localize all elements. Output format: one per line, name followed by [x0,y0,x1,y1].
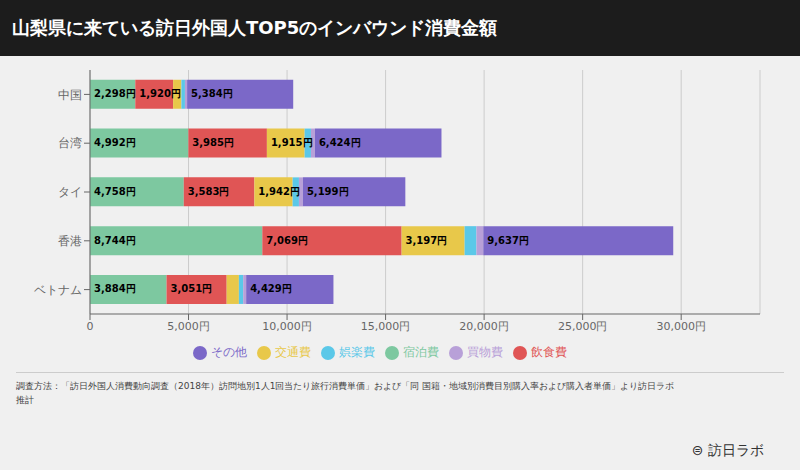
svg-text:5,000円: 5,000円 [167,320,210,333]
svg-text:10,000円: 10,000円 [262,320,312,333]
svg-text:2,298円: 2,298円 [94,88,136,99]
svg-text:タイ: タイ [58,185,82,199]
svg-text:4,758円: 4,758円 [94,186,136,197]
html-text:買物費: 買物費 [467,345,503,359]
svg-text:台湾: 台湾 [58,136,82,150]
html-text:交通費: 交通費 [275,345,311,359]
html-text:その他: その他 [211,345,247,359]
svg-text:6,424円: 6,424円 [319,137,361,148]
html-text:飲食費: 飲食費 [531,345,567,359]
svg-text:25,000円: 25,000円 [558,320,608,333]
svg-text:9,637円: 9,637円 [487,235,529,246]
html-text:調査方法：「訪日外国人消費動向調査（2018年）訪問地別1人: 調査方法：「訪日外国人消費動向調査（2018年）訪問地別1人1回当たり旅行消費単… [16,381,675,391]
svg-text:30,000円: 30,000円 [656,320,706,333]
svg-text:香港: 香港 [58,234,82,248]
html-text:推計: 推計 [16,395,34,405]
svg-text:3,197円: 3,197円 [406,235,448,246]
svg-text:4,429円: 4,429円 [250,283,292,294]
svg-text:ベトナム: ベトナム [34,283,82,297]
svg-text:5,199円: 5,199円 [307,186,349,197]
svg-text:15,000円: 15,000円 [361,320,411,333]
svg-text:0: 0 [87,320,94,333]
svg-text:3,884円: 3,884円 [94,283,136,294]
svg-text:1,920円: 1,920円 [139,88,181,99]
svg-text:3,985円: 3,985円 [192,137,234,148]
svg-text:1,915円: 1,915円 [271,137,313,148]
svg-text:4,992円: 4,992円 [94,137,136,148]
svg-text:5,384円: 5,384円 [191,88,233,99]
html-text:山梨県に来ている訪日外国人TOP5のインバウンド消費金額: 山梨県に来ている訪日外国人TOP5のインバウンド消費金額 [12,17,498,38]
svg-text:3,051円: 3,051円 [171,283,213,294]
svg-text:1,942円: 1,942円 [258,186,300,197]
svg-text:中国: 中国 [58,88,82,102]
svg-text:3,583円: 3,583円 [188,186,230,197]
html-text:⊜ 訪日ラボ: ⊜ 訪日ラボ [691,442,764,458]
svg-text:8,744円: 8,744円 [94,235,136,246]
html-text:娯楽費: 娯楽費 [339,345,375,359]
html-text:宿泊費: 宿泊費 [403,345,439,359]
svg-text:20,000円: 20,000円 [459,320,509,333]
svg-text:7,069円: 7,069円 [266,235,308,246]
